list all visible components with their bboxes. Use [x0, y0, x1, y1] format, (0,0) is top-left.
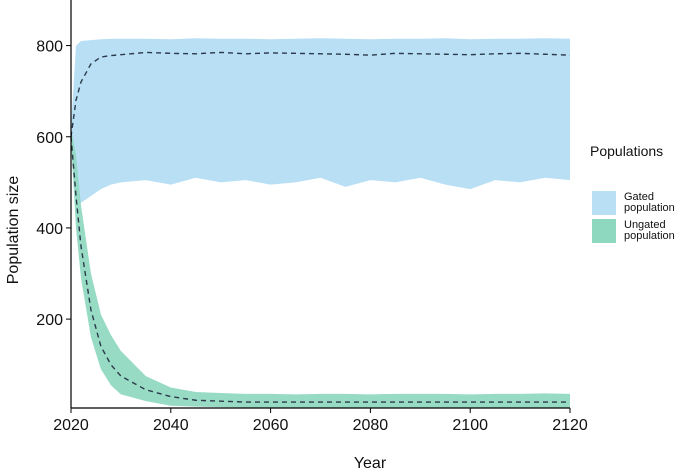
y-tick-label: 600	[36, 130, 63, 147]
x-tick-label: 2020	[53, 417, 89, 434]
x-axis-label: Year	[354, 455, 387, 472]
x-tick-label: 2080	[353, 417, 389, 434]
legend-label: Gated population	[624, 191, 675, 214]
legend-label: Ungated population	[624, 219, 675, 242]
ribbon	[71, 38, 570, 203]
x-tick-label: 2060	[253, 417, 289, 434]
ribbon	[71, 127, 570, 408]
y-tick-label: 800	[36, 39, 63, 56]
x-tick-label: 2100	[452, 417, 488, 434]
y-axis-label: Population size	[5, 176, 22, 285]
legend-title: Populations	[590, 143, 663, 159]
legend-key	[592, 191, 616, 215]
x-tick-label: 2120	[552, 417, 588, 434]
y-tick-label: 400	[36, 221, 63, 238]
y-tick-label: 200	[36, 312, 63, 329]
legend-key	[592, 219, 616, 243]
x-tick-label: 2040	[153, 417, 189, 434]
